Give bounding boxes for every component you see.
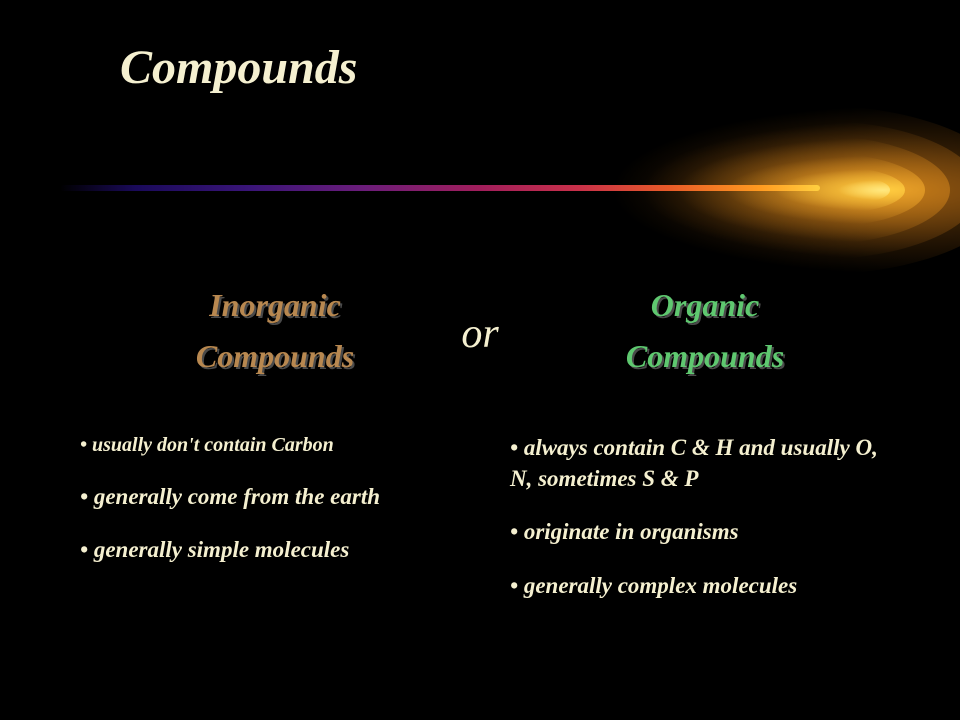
inorganic-column: Inorganic Compounds • usually don't cont… — [0, 280, 490, 623]
bullet-item: • always contain C & H and usually O, N,… — [510, 432, 900, 494]
heading-line: Organic — [651, 287, 759, 323]
heading-line: Compounds — [626, 338, 784, 374]
slide-title: Compounds — [120, 40, 357, 95]
bullet-item: • generally come from the earth — [80, 481, 470, 512]
comet-trail — [60, 185, 820, 191]
heading-line: Compounds — [196, 338, 354, 374]
content-columns: Inorganic Compounds • usually don't cont… — [0, 280, 960, 623]
organic-heading: Organic Compounds — [510, 280, 900, 382]
bullet-item: • generally simple molecules — [80, 534, 470, 565]
heading-line: Inorganic — [209, 287, 341, 323]
organic-column: Organic Compounds • always contain C & H… — [490, 280, 960, 623]
bullet-item: • generally complex molecules — [510, 570, 900, 601]
inorganic-bullets: • usually don't contain Carbon • general… — [80, 432, 470, 565]
comet-divider — [60, 105, 890, 275]
bullet-item: • originate in organisms — [510, 516, 900, 547]
inorganic-heading: Inorganic Compounds — [80, 280, 470, 382]
organic-bullets: • always contain C & H and usually O, N,… — [510, 432, 900, 600]
bullet-item: • usually don't contain Carbon — [80, 432, 470, 459]
